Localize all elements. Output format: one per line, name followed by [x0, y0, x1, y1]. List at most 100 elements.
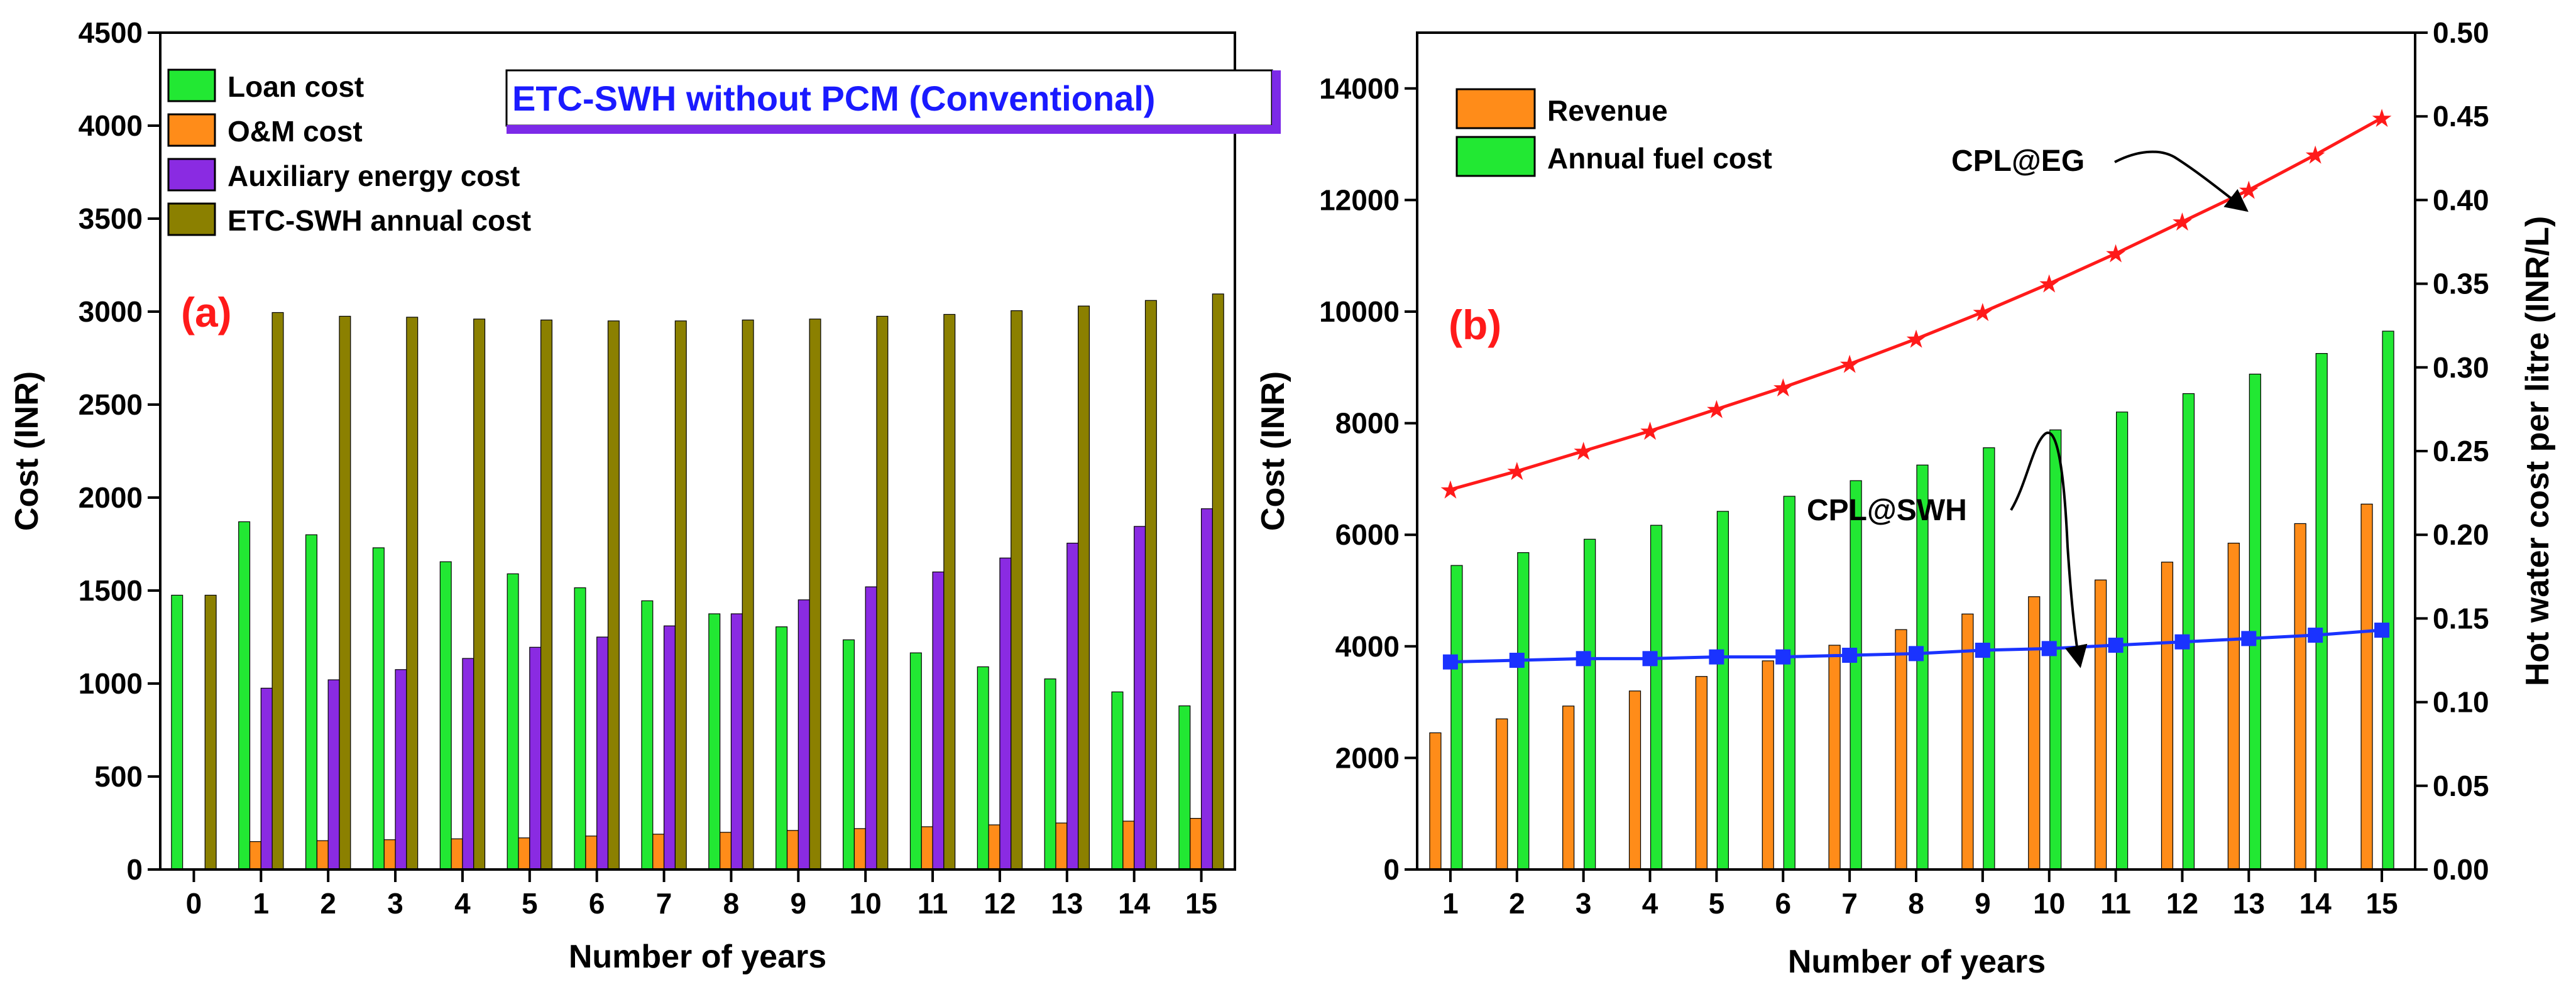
y-tick-label-a: 4000: [79, 109, 143, 142]
chart-title-text: ETC-SWH without PCM (Conventional): [512, 79, 1155, 118]
bar-etc-swh-annual-cost-year-7: [674, 320, 687, 870]
bar-loan-cost-year-0: [171, 594, 184, 870]
marker-cpl-eg-year-9: ★: [1971, 298, 1994, 327]
legend-label-annual-fuel-cost: Annual fuel cost: [1547, 142, 1772, 175]
bar-revenue-year-13: [2227, 542, 2240, 870]
y2-tick-label-b: 0.20: [2433, 518, 2489, 551]
bar-annual-fuel-cost-year-2: [1517, 552, 1530, 870]
marker-cpl-swh-year-12: [2174, 634, 2190, 650]
legend-swatch-revenue: [1455, 88, 1536, 129]
marker-cpl-swh-year-8: [1909, 646, 1924, 662]
bar-o-m-cost-year-7: [652, 834, 665, 870]
bar-loan-cost-year-5: [507, 573, 519, 870]
y-tick-label-b: 8000: [1335, 407, 1400, 440]
bar-revenue-year-6: [1762, 660, 1774, 870]
bar-etc-swh-annual-cost-year-1: [271, 312, 284, 870]
bar-revenue-year-10: [2028, 596, 2041, 870]
bar-loan-cost-year-15: [1178, 705, 1191, 870]
bar-o-m-cost-year-6: [585, 836, 598, 870]
x-tick-label-a: 2: [320, 887, 336, 920]
bar-auxiliary-energy-cost-year-6: [596, 636, 609, 870]
marker-cpl-eg-year-2: ★: [1506, 457, 1528, 486]
marker-cpl-eg-year-7: ★: [1838, 350, 1861, 379]
y-tick-label-a: 4500: [79, 16, 143, 49]
bar-etc-swh-annual-cost-year-3: [406, 317, 419, 870]
x-tick-label-a: 6: [589, 887, 605, 920]
bar-auxiliary-energy-cost-year-7: [663, 625, 676, 870]
bar-etc-swh-annual-cost-year-12: [1011, 310, 1023, 870]
marker-cpl-eg-year-1: ★: [1439, 476, 1462, 504]
legend-swatch-om-cost: [167, 113, 216, 147]
y2-tick-label-b: 0.25: [2433, 435, 2489, 467]
legend-swatch-etc-swh-annual-cost: [167, 202, 216, 236]
bar-o-m-cost-year-2: [316, 840, 329, 870]
y-tick-label-a: 500: [94, 760, 143, 793]
x-tick-label-a: 10: [850, 887, 882, 920]
y-tick-label-a: 1500: [79, 574, 143, 607]
bar-auxiliary-energy-cost-year-13: [1066, 542, 1079, 870]
bar-etc-swh-annual-cost-year-9: [809, 319, 821, 870]
x-tick-label-a: 13: [1051, 887, 1083, 920]
bar-annual-fuel-cost-year-14: [2315, 352, 2328, 870]
x-axis-ticks-a: 0 1 2 3 4 5 6 7 8 9 10 11 12 13 14 15: [186, 869, 1217, 920]
bars-a: [171, 293, 1224, 870]
y2-axis-label-b: Hot water cost per litre (INR/L): [2519, 216, 2556, 686]
bar-loan-cost-year-14: [1111, 691, 1124, 870]
bar-revenue-year-12: [2161, 562, 2174, 870]
marker-cpl-eg-year-10: ★: [2038, 270, 2061, 299]
bar-o-m-cost-year-5: [518, 837, 530, 870]
x-tick-label-a: 11: [918, 887, 948, 920]
panel-label-b: (b): [1449, 302, 1501, 348]
y2-axis-ticks-b: 0.00 0.05 0.10 0.15 0.20 0.25 0.30 0.35 0.40 0.45…: [2415, 16, 2489, 886]
legend-swatch-auxiliary-energy-cost: [167, 158, 216, 192]
y-tick-label-b: 14000: [1319, 72, 1400, 105]
title-box: [505, 69, 1273, 127]
y-axis-ticks-a: 0 500 1000 1500 2000 2500 3000 3500 4000 4500: [79, 16, 160, 886]
annotation-cpl-eg: CPL@EG: [1951, 144, 2249, 212]
bar-etc-swh-annual-cost-year-0: [204, 594, 217, 870]
y2-tick-label-b: 0.15: [2433, 602, 2489, 635]
bar-auxiliary-energy-cost-year-4: [462, 658, 474, 870]
bar-annual-fuel-cost-year-1: [1450, 565, 1463, 870]
annotation-cpl-swh: CPL@SWH: [1807, 431, 2088, 668]
y-tick-label-b: 4000: [1335, 630, 1400, 663]
marker-cpl-eg-year-15: ★: [2370, 104, 2393, 133]
y-tick-label-b: 0: [1383, 853, 1400, 886]
bar-revenue-year-8: [1895, 629, 1907, 870]
x-axis-label-a: Number of years: [569, 939, 826, 975]
x-tick-label-a: 7: [656, 887, 672, 920]
title-sidebar: [1272, 70, 1281, 134]
x-tick-label-b: 6: [1775, 887, 1791, 920]
bar-auxiliary-energy-cost-year-8: [730, 613, 743, 870]
bar-auxiliary-energy-cost-year-12: [999, 557, 1012, 870]
bar-auxiliary-energy-cost-year-14: [1134, 526, 1146, 870]
x-axis-label-b: Number of years: [1788, 944, 2046, 980]
x-tick-label-a: 1: [253, 887, 270, 920]
plot-frame-a: [159, 31, 1236, 871]
bar-o-m-cost-year-9: [786, 830, 799, 870]
bar-auxiliary-energy-cost-year-11: [932, 571, 945, 870]
bar-etc-swh-annual-cost-year-2: [339, 315, 351, 870]
bar-annual-fuel-cost-year-15: [2382, 330, 2394, 870]
x-tick-label-a: 15: [1185, 887, 1217, 920]
bar-o-m-cost-year-13: [1055, 822, 1068, 870]
x-axis-ticks-b: 1 2 3 4 5 6 7 8 9 10 11 12 13 14 15: [1442, 869, 2398, 920]
x-tick-label-a: 4: [454, 887, 471, 920]
y2-tick-label-b: 0.35: [2433, 268, 2489, 300]
title-underline: [507, 125, 1272, 134]
y2-tick-label-b: 0.30: [2433, 351, 2489, 384]
marker-cpl-swh-year-5: [1709, 649, 1724, 665]
y-tick-label-a: 0: [126, 853, 143, 886]
marker-cpl-swh-year-9: [1975, 643, 1990, 658]
bar-o-m-cost-year-4: [451, 838, 463, 870]
marker-cpl-swh-year-1: [1442, 654, 1458, 670]
x-tick-label-b: 12: [2166, 887, 2198, 920]
x-tick-label-a: 5: [522, 887, 538, 920]
marker-cpl-swh-year-6: [1775, 649, 1791, 665]
bar-loan-cost-year-2: [305, 534, 317, 870]
bar-loan-cost-year-12: [977, 666, 989, 870]
bar-auxiliary-energy-cost-year-3: [395, 669, 407, 870]
x-tick-label-a: 14: [1118, 887, 1151, 920]
x-tick-label-b: 15: [2365, 887, 2398, 920]
